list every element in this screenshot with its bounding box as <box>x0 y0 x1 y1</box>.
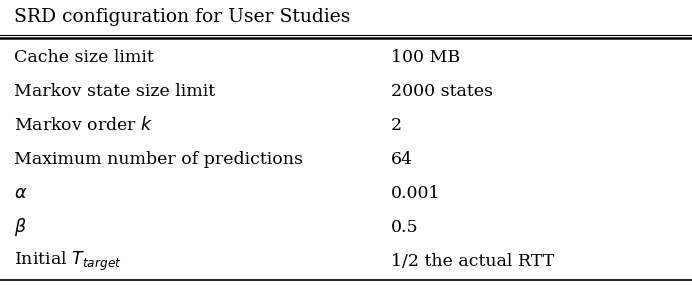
Text: 2000 states: 2000 states <box>391 82 493 99</box>
Text: 1/2 the actual RTT: 1/2 the actual RTT <box>391 253 554 270</box>
Text: 0.5: 0.5 <box>391 219 419 235</box>
Text: Maximum number of predictions: Maximum number of predictions <box>14 150 303 168</box>
Text: Markov order $k$: Markov order $k$ <box>14 116 153 134</box>
Text: 0.001: 0.001 <box>391 184 441 201</box>
Text: Cache size limit: Cache size limit <box>14 48 154 66</box>
Text: Initial $T_{target}$: Initial $T_{target}$ <box>14 249 122 272</box>
Text: Markov state size limit: Markov state size limit <box>14 82 215 99</box>
Text: 2: 2 <box>391 117 402 133</box>
Text: 100 MB: 100 MB <box>391 48 460 66</box>
Text: $\beta$: $\beta$ <box>14 216 26 238</box>
Text: $\alpha$: $\alpha$ <box>14 184 27 201</box>
Text: SRD configuration for User Studies: SRD configuration for User Studies <box>14 8 350 26</box>
Text: 64: 64 <box>391 150 413 168</box>
